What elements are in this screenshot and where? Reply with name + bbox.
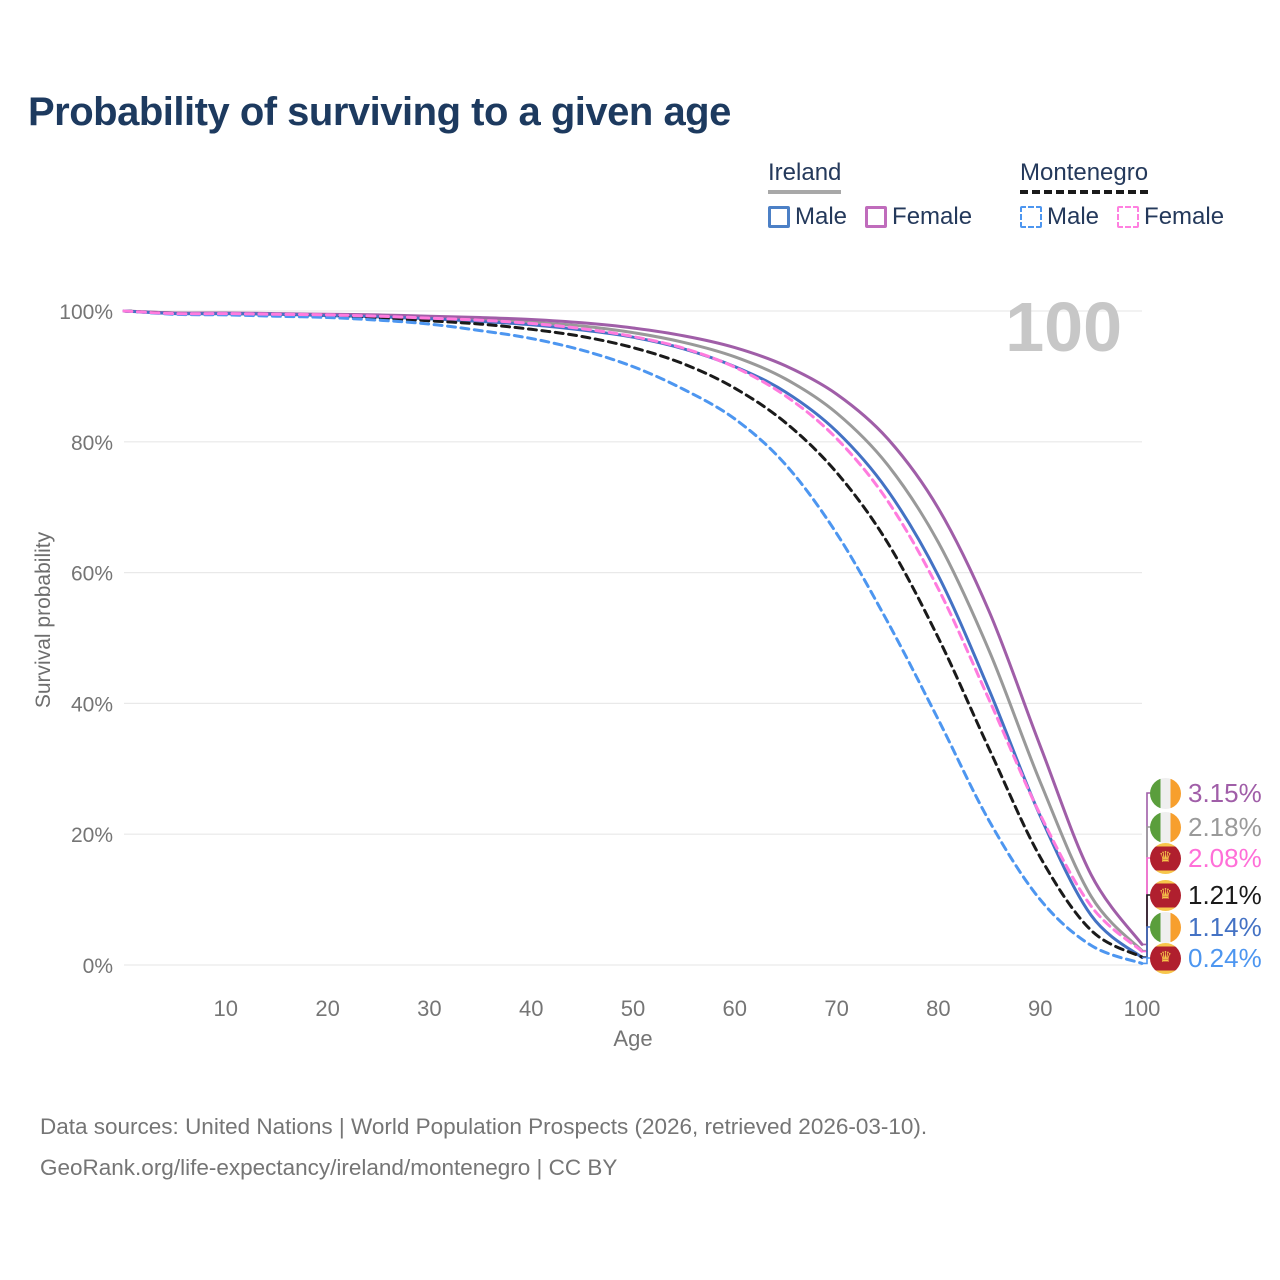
x-axis-tick: 90 — [1028, 996, 1052, 1021]
x-axis-tick: 100 — [1124, 996, 1161, 1021]
chart-legend: Ireland Male Female Montenegro Male Fema… — [768, 160, 1248, 240]
series-line-ireland-female — [122, 309, 1144, 946]
montenegro-male-swatch-icon — [1020, 206, 1042, 228]
x-axis-tick: 20 — [315, 996, 339, 1021]
y-axis-tick: 40% — [71, 693, 113, 716]
series-line-montenegro-male — [122, 309, 1144, 965]
x-axis-tick: 50 — [621, 996, 645, 1021]
legend-item-label: Female — [892, 203, 973, 230]
legend-item-ireland-female[interactable]: Female — [865, 203, 972, 231]
series-line-ireland-all — [122, 309, 1144, 953]
source-caption: Data sources: United Nations | World Pop… — [40, 1106, 927, 1188]
ireland-female-swatch-icon — [865, 206, 888, 228]
series-curves — [122, 309, 1144, 965]
age-watermark: 100 — [1005, 288, 1122, 366]
x-axis-tick: 10 — [214, 996, 238, 1021]
x-axis-title: Age — [613, 1026, 653, 1051]
series-line-montenegro-all — [122, 309, 1144, 959]
data-sources-line: Data sources: United Nations | World Pop… — [40, 1114, 928, 1139]
y-axis-tick: 80% — [71, 432, 113, 455]
legend-item-montenegro-female[interactable]: Female — [1117, 203, 1224, 231]
x-axis-tick: 60 — [723, 996, 747, 1021]
legend-group-montenegro: Montenegro Male Female — [1020, 160, 1224, 231]
x-axis-tick: 40 — [519, 996, 543, 1021]
legend-group-title-ireland: Ireland — [768, 160, 842, 194]
end-label-connectors — [1142, 792, 1154, 965]
y-axis-tick: 20% — [71, 824, 113, 847]
y-axis-title: Survival probability — [32, 531, 55, 709]
y-axis-tick: 100% — [59, 301, 113, 324]
y-axis-tick: 0% — [83, 955, 113, 978]
montenegro-female-swatch-icon — [1117, 206, 1140, 228]
series-line-montenegro-female — [122, 309, 1144, 953]
legend-group-ireland: Ireland Male Female — [768, 160, 972, 231]
legend-item-label: Male — [1047, 203, 1100, 230]
x-axis-tick: 70 — [824, 996, 848, 1021]
ireland-male-swatch-icon — [768, 206, 790, 228]
legend-item-ireland-male[interactable]: Male — [768, 203, 847, 231]
attribution-line: GeoRank.org/life-expectancy/ireland/mont… — [40, 1155, 618, 1180]
series-line-ireland-male — [122, 309, 1144, 959]
x-axis-tick: 80 — [926, 996, 950, 1021]
y-axis-tick: 60% — [71, 563, 113, 586]
legend-group-title-montenegro: Montenegro — [1020, 160, 1149, 194]
legend-item-label: Male — [795, 203, 848, 230]
x-axis-tick: 30 — [417, 996, 441, 1021]
gridlines: 100% 80% 60% 40% 20% 0% 10 20 30 40 50 60 70 80 90 100 — [59, 301, 1160, 1021]
legend-item-montenegro-male[interactable]: Male — [1020, 203, 1099, 231]
page-title: Probability of surviving to a given age — [28, 90, 731, 134]
legend-item-label: Female — [1144, 203, 1225, 230]
